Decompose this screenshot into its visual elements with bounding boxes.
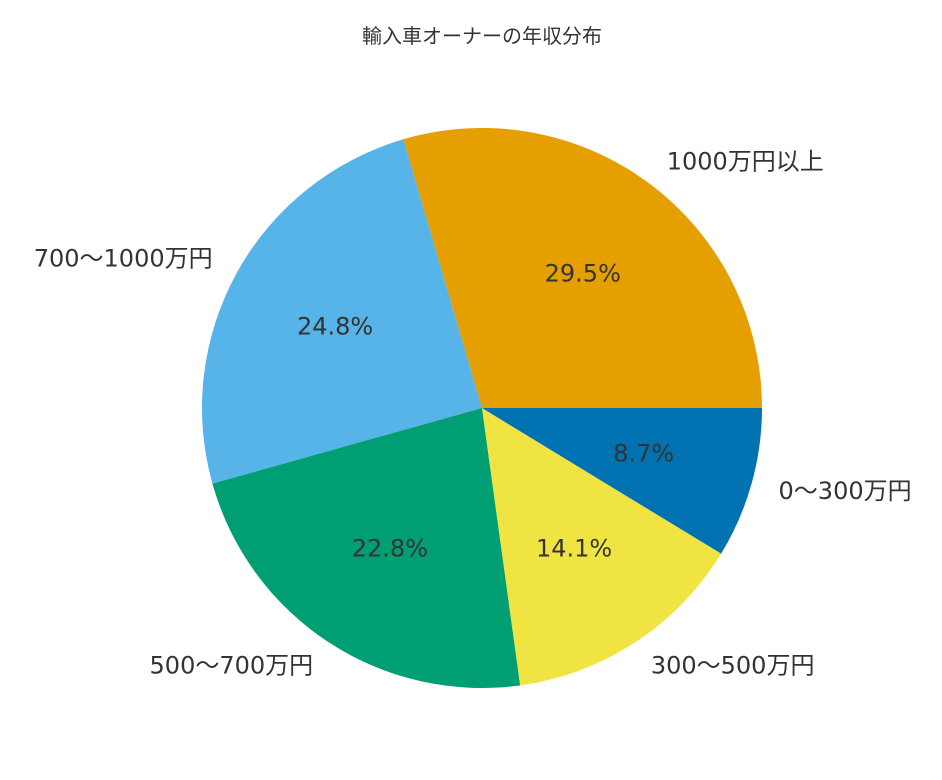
slice-pct-label-1: 24.8% xyxy=(297,313,373,341)
slice-label-1: 700〜1000万円 xyxy=(34,245,213,273)
pie-slices-group xyxy=(201,127,762,688)
slice-pct-label-0: 29.5% xyxy=(545,260,621,288)
slice-pct-label-4: 8.7% xyxy=(613,439,674,467)
slice-pct-label-3: 14.1% xyxy=(536,535,612,563)
slice-label-3: 300〜500万円 xyxy=(651,652,815,680)
pie-slice-2 xyxy=(212,408,521,688)
slice-label-2: 500〜700万円 xyxy=(150,652,314,680)
slice-label-0: 1000万円以上 xyxy=(667,148,824,176)
slice-pct-label-2: 22.8% xyxy=(352,535,428,563)
pie-slice-1 xyxy=(201,139,482,484)
pie-slice-0 xyxy=(403,127,762,409)
pie-slice-3 xyxy=(482,408,722,686)
slice-label-4: 0〜300万円 xyxy=(779,477,912,505)
chart-title: 輸入車オーナーの年収分布 xyxy=(362,24,602,48)
pie-slice-4 xyxy=(482,408,762,554)
pie-labels-group: 1000万円以上 29.5% 700〜1000万円 24.8% 500〜700万円 22.… xyxy=(34,148,912,680)
